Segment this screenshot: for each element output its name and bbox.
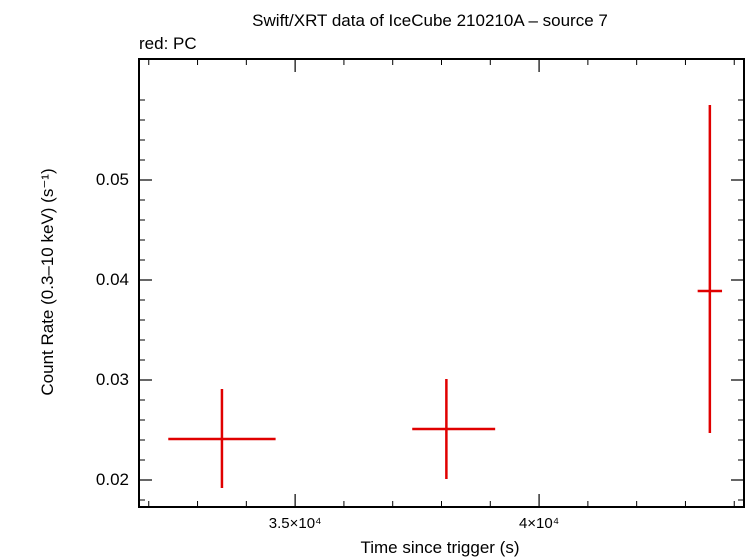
x-tick-label: 3.5×10⁴ — [269, 515, 322, 532]
y-tick-label: 0.02 — [96, 470, 129, 489]
y-tick-label: 0.04 — [96, 270, 129, 289]
data-point — [168, 389, 276, 488]
plot-frame — [138, 58, 745, 508]
y-axis-label: Count Rate (0.3–10 keV) (s⁻¹) — [38, 168, 57, 395]
chart-title: Swift/XRT data of IceCube 210210A – sour… — [252, 11, 608, 30]
x-tick-label: 4×10⁴ — [519, 515, 559, 532]
y-tick-label: 0.05 — [96, 170, 129, 189]
chart-subtitle: red: PC — [139, 34, 197, 53]
data-point — [697, 105, 723, 433]
y-tick-label: 0.03 — [96, 370, 129, 389]
x-axis-label: Time since trigger (s) — [360, 538, 519, 557]
data-point — [412, 379, 496, 479]
